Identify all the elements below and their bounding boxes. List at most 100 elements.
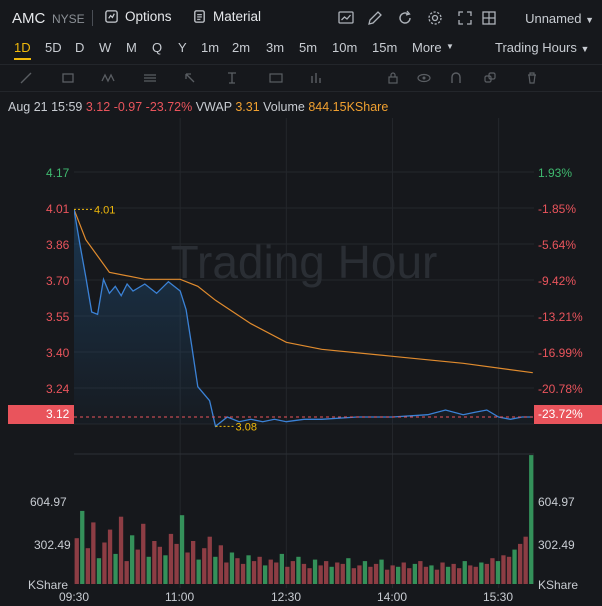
period-m[interactable]: M — [126, 40, 137, 55]
volume-bar — [152, 541, 157, 584]
volume-bar — [501, 555, 506, 584]
settings-icon[interactable] — [426, 9, 444, 27]
volume-bar — [318, 565, 323, 584]
chevron-down-icon: ▼ — [446, 42, 454, 51]
layout-icon[interactable] — [480, 9, 498, 27]
volume-bar — [191, 541, 196, 584]
volume-axis-left-unit: KShare — [28, 578, 69, 592]
volume-bar — [379, 559, 384, 584]
price-chart[interactable]: Trading Hour 4.01 3.08 — [74, 118, 534, 588]
arrow-tool-icon[interactable] — [182, 70, 198, 86]
options-button[interactable]: Options — [104, 9, 172, 24]
volume-bar — [268, 559, 273, 584]
volume-bar — [523, 536, 528, 584]
price-axis-label: 4.17 — [46, 166, 70, 180]
brush-tool-icon[interactable] — [308, 70, 324, 86]
period-1m[interactable]: 1m — [201, 40, 220, 55]
line-tool-icon[interactable] — [18, 70, 34, 86]
refresh-icon[interactable] — [396, 9, 414, 27]
volume-bar — [124, 561, 129, 584]
volume-bar — [301, 563, 307, 584]
period-5d[interactable]: 5D — [45, 40, 62, 55]
pct-axis-label: 1.93% — [538, 166, 573, 180]
period-d[interactable]: D — [75, 40, 85, 55]
price-axis-label: 3.70 — [46, 274, 70, 288]
period-5m[interactable]: 5m — [299, 40, 318, 55]
volume-bar — [240, 563, 246, 584]
volume-bar — [368, 566, 373, 584]
period-more[interactable]: More — [412, 40, 442, 55]
price-axis-label: 3.86 — [46, 238, 70, 252]
period-3m[interactable]: 3m — [266, 40, 285, 55]
volume-bar — [396, 566, 401, 584]
volume-bar — [163, 555, 168, 584]
symbol-label[interactable]: AMC — [12, 10, 46, 27]
volume-bar — [401, 562, 406, 584]
volume-bar — [473, 566, 478, 584]
period-q[interactable]: Q — [152, 40, 163, 55]
volume-bar — [157, 546, 162, 584]
volume-bar — [407, 568, 412, 584]
volume-bar — [235, 558, 240, 584]
material-label: Material — [213, 9, 262, 24]
link-icon[interactable] — [482, 70, 498, 86]
volume-bar — [207, 536, 212, 584]
volume-bar — [224, 562, 229, 584]
volume-bar — [390, 565, 395, 584]
text-tool-icon[interactable] — [224, 70, 240, 86]
session-select[interactable]: Trading Hours ▼ — [495, 40, 589, 55]
volume-bar — [479, 562, 484, 584]
measure-tool-icon[interactable] — [268, 70, 284, 86]
period-15m[interactable]: 15m — [372, 40, 398, 55]
layout-name-select[interactable]: Unnamed ▼ — [525, 11, 594, 26]
magnet-icon[interactable] — [448, 70, 464, 86]
material-button[interactable]: Material — [192, 9, 261, 24]
volume-bar — [385, 569, 390, 584]
volume-bar — [423, 566, 429, 584]
volume-bar — [434, 569, 440, 584]
period-w[interactable]: W — [99, 40, 112, 55]
chart-grid — [74, 118, 534, 588]
volume-bar — [346, 558, 351, 584]
rectangle-tool-icon[interactable] — [60, 70, 76, 86]
draw-icon[interactable] — [366, 9, 384, 27]
high-marker-label: 4.01 — [94, 204, 115, 216]
volume-bar — [457, 568, 462, 584]
period-y[interactable]: Y — [178, 40, 187, 55]
wave-tool-icon[interactable] — [100, 70, 116, 86]
chart-type-icon[interactable] — [337, 9, 355, 27]
volume-bar — [168, 533, 174, 584]
volume-bar — [107, 529, 113, 584]
period-2m[interactable]: 2m — [232, 40, 251, 55]
time-axis-label: 14:00 — [377, 590, 408, 604]
volume-bar — [529, 455, 534, 584]
eye-icon[interactable] — [416, 70, 432, 86]
volume-bar — [185, 552, 190, 584]
period-10m[interactable]: 10m — [332, 40, 358, 55]
period-1d[interactable]: 1D — [14, 40, 31, 60]
volume-bar — [418, 561, 423, 584]
trash-icon[interactable] — [524, 70, 540, 86]
volume-bar — [74, 538, 79, 584]
options-icon — [105, 10, 118, 23]
volume-bar — [113, 553, 118, 584]
chevron-down-icon: ▼ — [580, 44, 590, 54]
volume-bar — [451, 563, 456, 584]
top-bar: AMC NYSE Options Material Unnamed ▼ — [0, 0, 602, 36]
channel-tool-icon[interactable] — [142, 70, 158, 86]
volume-bar — [351, 568, 356, 584]
volume-bar — [329, 566, 334, 584]
volume-bar — [213, 556, 218, 584]
vwap-value: 3.31 — [235, 100, 260, 114]
price-line — [74, 209, 533, 428]
volume-bar — [279, 553, 284, 584]
volume-bar — [91, 522, 96, 584]
price-area — [74, 209, 533, 427]
high-low-markers: 4.01 3.08 — [74, 204, 257, 433]
volume-bar — [495, 561, 501, 584]
volume-bar — [263, 565, 268, 584]
volume-bar — [429, 565, 434, 584]
lock-icon[interactable] — [385, 70, 401, 86]
fullscreen-icon[interactable] — [456, 9, 474, 27]
current-pct-tag: -23.72% — [534, 405, 602, 424]
